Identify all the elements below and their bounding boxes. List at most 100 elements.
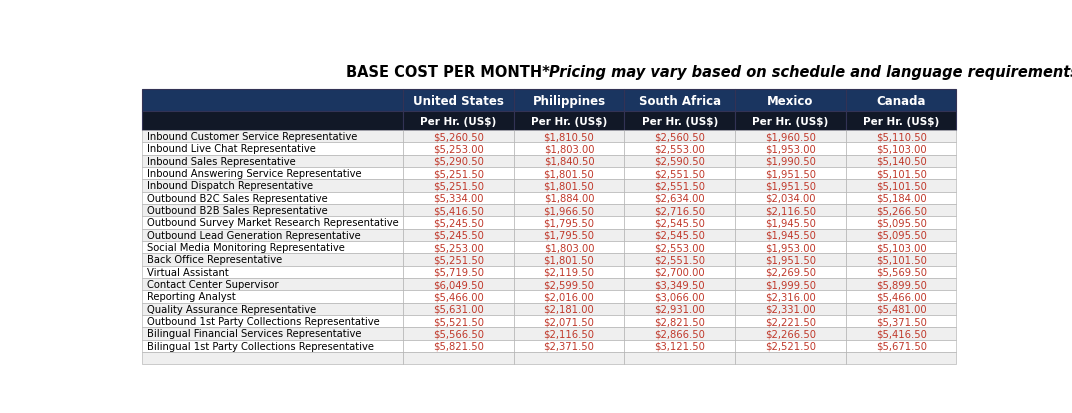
Bar <box>735 340 846 352</box>
Text: Mexico: Mexico <box>768 94 814 107</box>
Bar <box>143 266 403 278</box>
Bar <box>403 328 513 340</box>
Text: $5,095.50: $5,095.50 <box>876 218 926 228</box>
Bar <box>513 155 624 168</box>
Text: $5,334.00: $5,334.00 <box>433 193 483 203</box>
Text: $1,884.00: $1,884.00 <box>544 193 594 203</box>
Bar <box>403 340 513 352</box>
Text: $2,071.50: $2,071.50 <box>544 316 594 326</box>
Text: $2,116.50: $2,116.50 <box>765 206 816 216</box>
Text: $5,416.50: $5,416.50 <box>433 206 483 216</box>
Bar <box>846 266 956 278</box>
Bar <box>513 352 624 364</box>
Bar <box>513 180 624 192</box>
Bar <box>624 168 735 180</box>
Bar <box>624 192 735 204</box>
Bar <box>513 266 624 278</box>
Bar <box>846 168 956 180</box>
Text: $2,553.00: $2,553.00 <box>654 242 705 252</box>
Bar <box>846 315 956 328</box>
Bar <box>513 217 624 229</box>
Bar <box>846 143 956 155</box>
Bar <box>403 168 513 180</box>
Text: $5,466.00: $5,466.00 <box>876 292 926 302</box>
Bar <box>513 291 624 303</box>
Bar <box>624 266 735 278</box>
Bar <box>735 131 846 143</box>
Text: $5,371.50: $5,371.50 <box>876 316 926 326</box>
Text: South Africa: South Africa <box>639 94 720 107</box>
Bar <box>143 192 403 204</box>
Bar <box>624 229 735 241</box>
Bar <box>403 204 513 217</box>
Text: Inbound Customer Service Representative: Inbound Customer Service Representative <box>147 132 358 142</box>
Bar <box>846 352 956 364</box>
Text: Back Office Representative: Back Office Representative <box>147 255 283 265</box>
Text: Reporting Analyst: Reporting Analyst <box>147 292 236 302</box>
Bar <box>143 112 403 131</box>
Text: $2,553.00: $2,553.00 <box>654 144 705 154</box>
Text: $5,671.50: $5,671.50 <box>876 341 926 351</box>
Bar <box>143 217 403 229</box>
Bar <box>735 112 846 131</box>
Bar <box>143 155 403 168</box>
Bar <box>735 192 846 204</box>
Text: $1,953.00: $1,953.00 <box>765 242 816 252</box>
Bar <box>846 204 956 217</box>
Text: $3,121.50: $3,121.50 <box>654 341 705 351</box>
Text: Canada: Canada <box>877 94 926 107</box>
Text: $5,251.50: $5,251.50 <box>433 181 483 191</box>
Text: $2,331.00: $2,331.00 <box>765 304 816 314</box>
Text: $5,290.50: $5,290.50 <box>433 157 483 166</box>
Bar <box>513 112 624 131</box>
Bar <box>846 180 956 192</box>
Text: $1,999.50: $1,999.50 <box>765 280 816 290</box>
Text: Virtual Assistant: Virtual Assistant <box>147 267 229 277</box>
Bar <box>143 303 403 315</box>
Text: Outbound B2C Sales Representative: Outbound B2C Sales Representative <box>147 193 328 203</box>
Text: $5,821.50: $5,821.50 <box>433 341 483 351</box>
Text: $2,266.50: $2,266.50 <box>765 329 816 339</box>
Text: $1,990.50: $1,990.50 <box>765 157 816 166</box>
Bar <box>403 241 513 254</box>
Bar <box>735 89 846 112</box>
Text: $3,349.50: $3,349.50 <box>654 280 705 290</box>
Bar <box>513 192 624 204</box>
Text: BASE COST PER MONTH*: BASE COST PER MONTH* <box>345 65 550 80</box>
Bar <box>143 168 403 180</box>
Bar <box>143 204 403 217</box>
Text: $2,034.00: $2,034.00 <box>765 193 816 203</box>
Text: Bilingual Financial Services Representative: Bilingual Financial Services Representat… <box>147 329 361 339</box>
Bar <box>513 340 624 352</box>
Text: $6,049.50: $6,049.50 <box>433 280 483 290</box>
Text: Quality Assurance Representative: Quality Assurance Representative <box>147 304 316 314</box>
Text: $1,801.50: $1,801.50 <box>544 181 594 191</box>
Bar <box>846 112 956 131</box>
Text: $5,103.00: $5,103.00 <box>876 242 926 252</box>
Text: Outbound Lead Generation Representative: Outbound Lead Generation Representative <box>147 230 361 240</box>
Text: $2,634.00: $2,634.00 <box>654 193 705 203</box>
Bar <box>403 291 513 303</box>
Text: $2,371.50: $2,371.50 <box>544 341 594 351</box>
Bar <box>403 315 513 328</box>
Text: $2,545.50: $2,545.50 <box>654 230 705 240</box>
Text: $5,103.00: $5,103.00 <box>876 144 926 154</box>
Text: Inbound Answering Service Representative: Inbound Answering Service Representative <box>147 169 362 179</box>
Bar <box>846 303 956 315</box>
Bar <box>735 352 846 364</box>
Bar <box>624 131 735 143</box>
Bar <box>513 254 624 266</box>
Bar <box>846 229 956 241</box>
Text: $5,110.50: $5,110.50 <box>876 132 926 142</box>
Text: $1,801.50: $1,801.50 <box>544 169 594 179</box>
Bar <box>735 291 846 303</box>
Bar <box>735 241 846 254</box>
Text: $1,795.50: $1,795.50 <box>544 218 595 228</box>
Text: $5,245.50: $5,245.50 <box>433 218 483 228</box>
Bar <box>513 241 624 254</box>
Text: $5,253.00: $5,253.00 <box>433 242 483 252</box>
Text: $5,266.50: $5,266.50 <box>876 206 926 216</box>
Bar <box>624 328 735 340</box>
Bar <box>624 89 735 112</box>
Text: $1,795.50: $1,795.50 <box>544 230 595 240</box>
